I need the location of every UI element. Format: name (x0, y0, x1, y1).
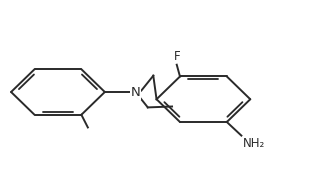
Text: NH₂: NH₂ (243, 137, 265, 150)
Text: N: N (131, 86, 141, 98)
Text: F: F (173, 49, 180, 63)
